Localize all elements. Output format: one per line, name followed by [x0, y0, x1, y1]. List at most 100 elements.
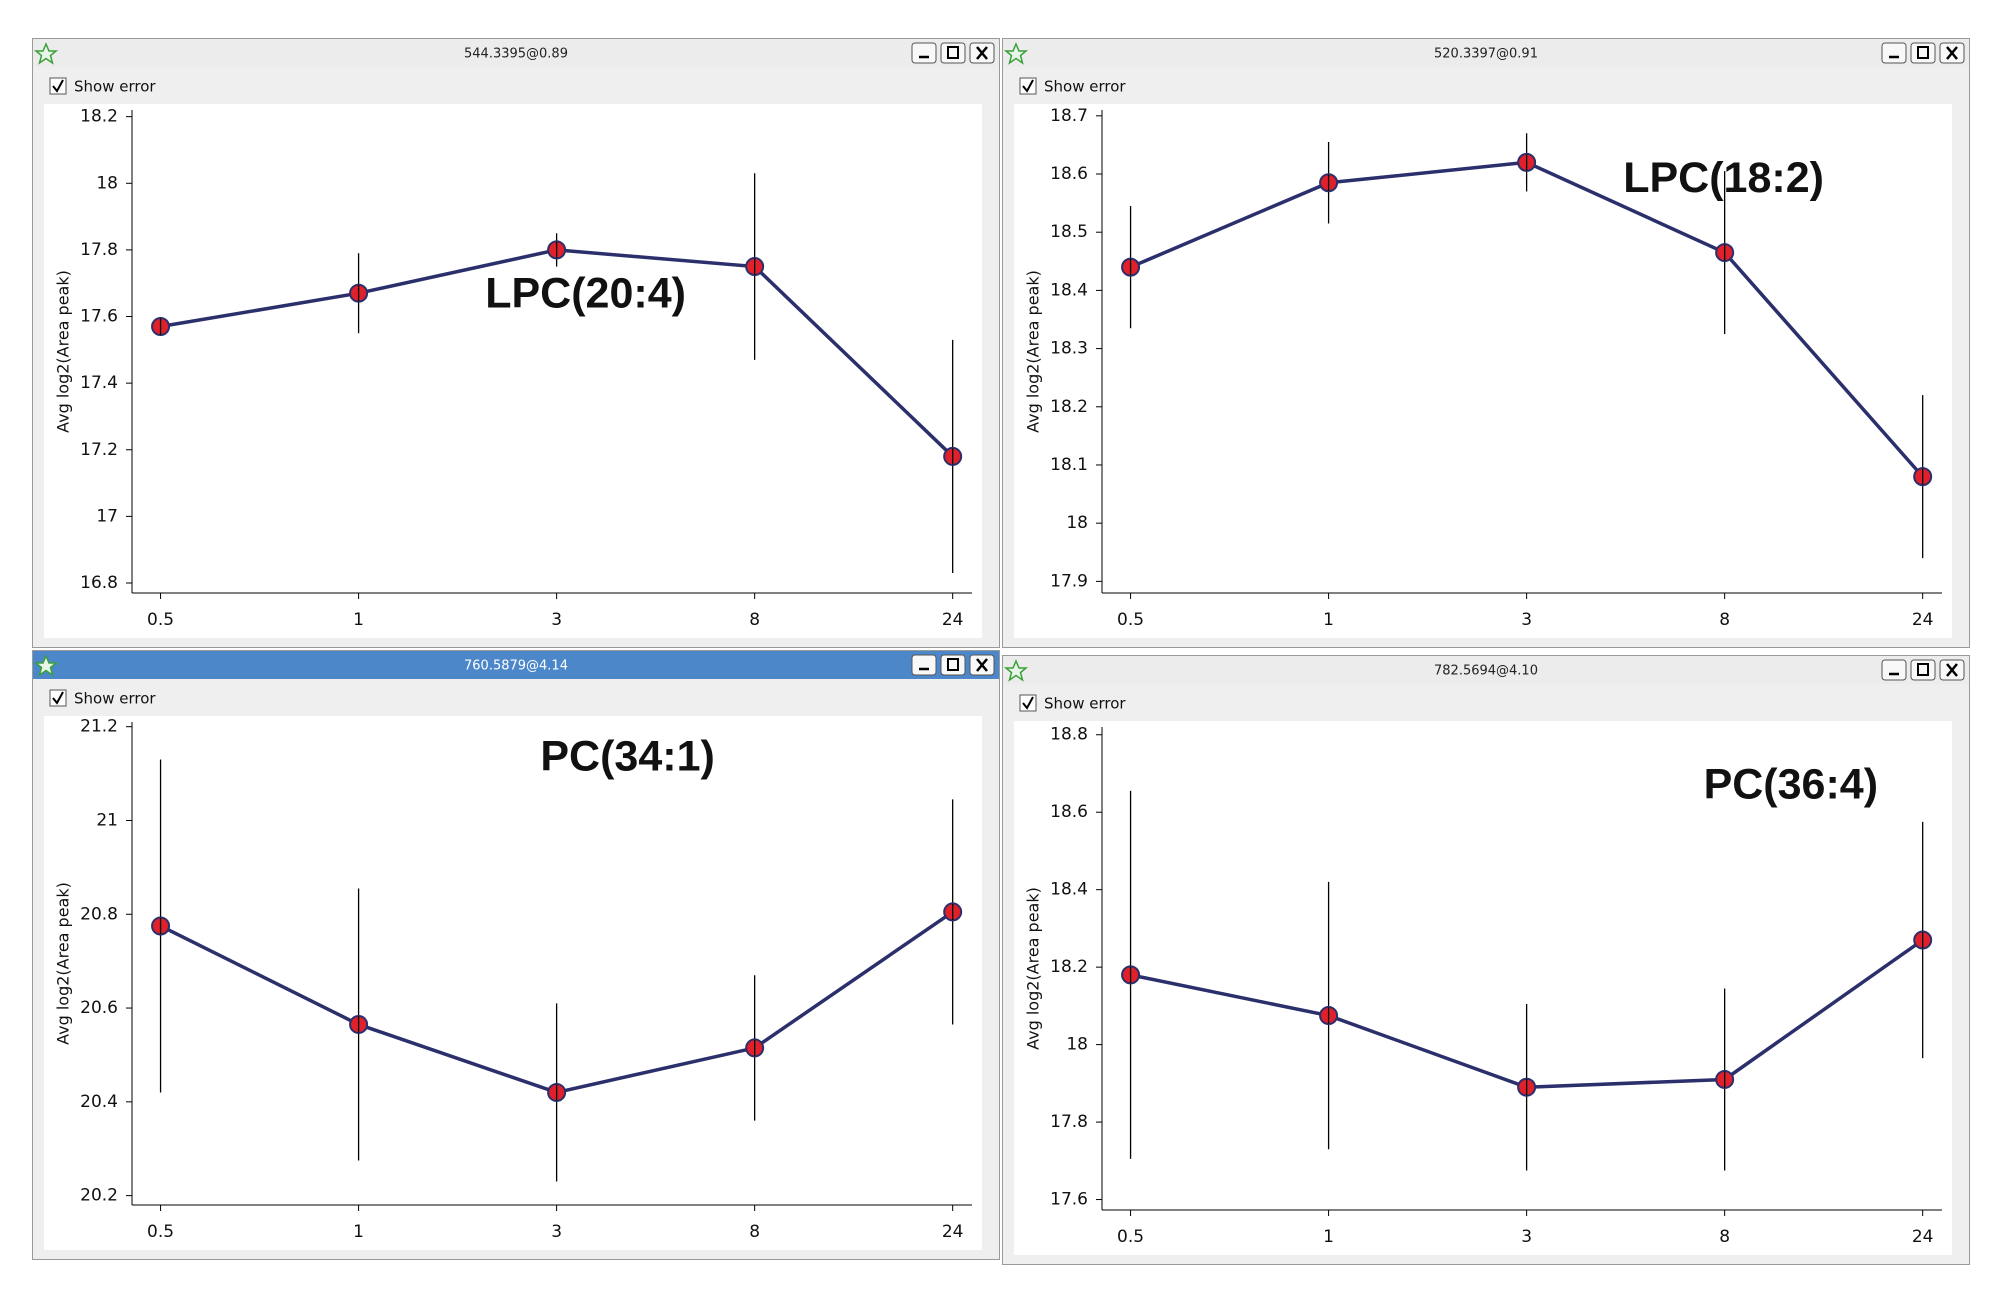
window-canvas: 520.3397@0.91 Show error 17.9 18 18.1 18.2 18.…	[1002, 38, 1970, 648]
y-axis-label: Avg log2(Area peak)	[1024, 270, 1043, 433]
y-tick-label: 18.4	[1050, 880, 1088, 900]
y-tick-label: 17.6	[1050, 1190, 1088, 1210]
plot-panel	[44, 104, 982, 638]
y-tick-label: 18	[96, 173, 118, 193]
maximize-glyph	[1917, 46, 1929, 59]
x-tick-label: 1	[353, 610, 364, 630]
plot-panel	[1014, 104, 1952, 638]
y-tick-label: 17.6	[80, 307, 118, 327]
check-mark	[1022, 79, 1034, 93]
y-tick-label: 18.7	[1050, 106, 1088, 126]
checkbox-label: Show error	[1044, 695, 1126, 713]
y-tick-label: 18.6	[1050, 164, 1088, 184]
app-icon	[1003, 42, 1029, 65]
plot-panel	[1014, 721, 1952, 1255]
app-icon	[1003, 659, 1029, 682]
title-bar	[1003, 656, 1969, 684]
y-tick-label: 18.2	[1050, 397, 1088, 417]
y-tick-label: 17.4	[80, 373, 118, 393]
check-mark	[1022, 696, 1034, 710]
y-tick-label: 18.6	[1050, 802, 1088, 822]
y-tick-label: 17.2	[80, 440, 118, 460]
y-tick-label: 20.6	[80, 998, 118, 1018]
window-title: 544.3395@0.89	[464, 47, 568, 62]
maximize-glyph	[1917, 663, 1929, 676]
y-tick-label: 16.8	[80, 573, 118, 593]
y-tick-label: 18.2	[80, 107, 118, 127]
x-tick-label: 3	[1521, 1227, 1532, 1247]
x-tick-label: 24	[1912, 610, 1934, 630]
window: 782.5694@4.10 Show error 17.6 17.8 18 18.2 18.…	[1002, 655, 1970, 1265]
window-canvas: 760.5879@4.14 Show error 20.2 20.4 20.6 20.8 2…	[32, 650, 1000, 1260]
y-tick-label: 17.8	[80, 240, 118, 260]
check-mark	[52, 79, 64, 93]
x-tick-label: 3	[551, 1222, 562, 1242]
window-title: 520.3397@0.91	[1434, 47, 1538, 62]
close-glyph	[1946, 46, 1958, 60]
close-glyph	[1946, 663, 1958, 677]
x-tick-label: 8	[1719, 610, 1730, 630]
y-tick-label: 18.5	[1050, 222, 1088, 242]
minimize-button[interactable]	[911, 654, 937, 676]
title-bar	[33, 39, 999, 67]
x-tick-label: 24	[1912, 1227, 1934, 1247]
x-tick-label: 24	[942, 1222, 964, 1242]
y-tick-label: 18	[1066, 1035, 1088, 1055]
window: 520.3397@0.91 Show error 17.9 18 18.1 18.2 18.…	[1002, 38, 1970, 648]
y-tick-label: 18	[1066, 513, 1088, 533]
annotation: LPC(18:2)	[1623, 154, 1824, 202]
minimize-button[interactable]	[911, 42, 937, 64]
title-bar	[1003, 39, 1969, 67]
app-icon	[33, 42, 59, 65]
maximize-glyph	[947, 658, 959, 671]
y-tick-label: 17.9	[1050, 571, 1088, 591]
y-tick-label: 21	[96, 810, 118, 830]
x-tick-label: 1	[353, 1222, 364, 1242]
x-tick-label: 0.5	[1117, 1227, 1144, 1247]
checkbox-label: Show error	[74, 78, 156, 96]
window-title: 760.5879@4.14	[464, 659, 568, 674]
y-axis-label: Avg log2(Area peak)	[1024, 887, 1043, 1050]
y-tick-label: 17	[96, 506, 118, 526]
x-tick-label: 8	[749, 1222, 760, 1242]
y-tick-label: 21.2	[80, 717, 118, 737]
x-tick-label: 3	[1521, 610, 1532, 630]
y-tick-label: 20.2	[80, 1186, 118, 1206]
app-icon	[33, 654, 59, 677]
y-tick-label: 18.4	[1050, 280, 1088, 300]
minimize-button[interactable]	[1881, 659, 1907, 681]
plot-panel	[44, 716, 982, 1250]
window-canvas: 544.3395@0.89 Show error 16.8 17 17.2 17.4 17.…	[32, 38, 1000, 648]
annotation: PC(36:4)	[1704, 761, 1878, 809]
y-tick-label: 18.3	[1050, 339, 1088, 359]
x-tick-label: 8	[1719, 1227, 1730, 1247]
x-tick-label: 0.5	[147, 610, 174, 630]
y-tick-label: 20.4	[80, 1092, 118, 1112]
y-tick-label: 18.1	[1050, 455, 1088, 475]
y-axis-label: Avg log2(Area peak)	[54, 270, 73, 433]
check-mark	[52, 691, 64, 705]
x-tick-label: 0.5	[1117, 610, 1144, 630]
y-tick-label: 17.8	[1050, 1112, 1088, 1132]
minimize-button[interactable]	[1881, 42, 1907, 64]
maximize-glyph	[947, 46, 959, 59]
x-tick-label: 8	[749, 610, 760, 630]
checkbox-label: Show error	[74, 690, 156, 708]
x-tick-label: 0.5	[147, 1222, 174, 1242]
close-glyph	[976, 658, 988, 672]
checkbox-label: Show error	[1044, 78, 1126, 96]
x-tick-label: 3	[551, 610, 562, 630]
y-tick-label: 20.8	[80, 904, 118, 924]
y-tick-label: 18.8	[1050, 725, 1088, 745]
x-tick-label: 24	[942, 610, 964, 630]
window: 760.5879@4.14 Show error 20.2 20.4 20.6 20.8 2…	[32, 650, 1000, 1260]
window-title: 782.5694@4.10	[1434, 664, 1538, 679]
annotation: PC(34:1)	[540, 733, 714, 781]
y-axis-label: Avg log2(Area peak)	[54, 882, 73, 1045]
window: 544.3395@0.89 Show error 16.8 17 17.2 17.4 17.…	[32, 38, 1000, 648]
close-glyph	[976, 46, 988, 60]
x-tick-label: 1	[1323, 1227, 1334, 1247]
title-bar	[33, 651, 999, 679]
